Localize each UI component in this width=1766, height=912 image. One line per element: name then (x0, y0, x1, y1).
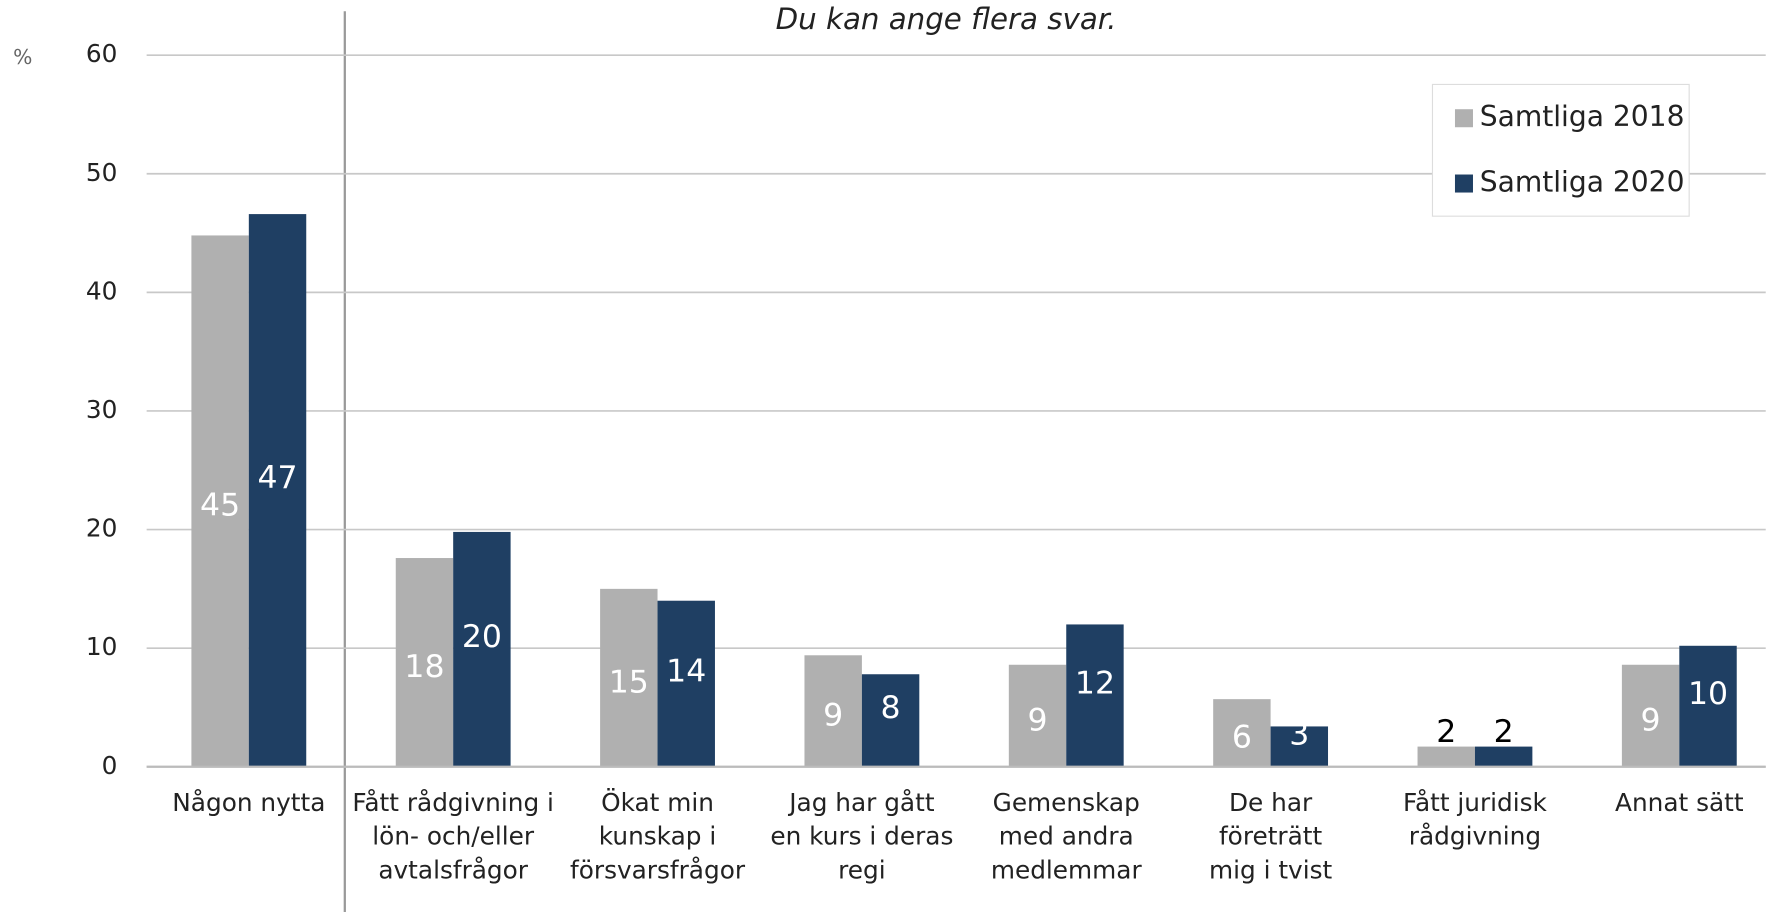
x-tick-label: Jag har gått en kurs i deras regi (770, 788, 953, 885)
x-tick-label: Ökat min kunskap i försvarsfrågor (570, 788, 746, 885)
bar (1417, 746, 1475, 767)
legend-label: Samtliga 2018 (1480, 100, 1685, 133)
x-tick-label: Fått rådgivning i lön- och/eller avtalsfrå… (352, 788, 554, 885)
bar (453, 531, 511, 767)
chart-subtitle: Du kan ange flera svar. (776, 2, 1117, 36)
y-tick-label: 0 (102, 751, 118, 780)
data-label: 2 (1494, 714, 1514, 750)
data-label: 2 (1436, 714, 1456, 750)
data-label: 12 (1075, 665, 1115, 701)
bar (1621, 664, 1680, 767)
data-label: 20 (462, 619, 502, 655)
bar (191, 235, 249, 767)
bar (395, 558, 454, 767)
y-tick-label: 10 (86, 632, 118, 661)
bar (600, 588, 658, 767)
data-label: 14 (666, 653, 706, 689)
legend-box (1431, 83, 1690, 217)
y-tick-label: 40 (86, 276, 118, 305)
data-label: 9 (1641, 702, 1661, 738)
y-axis-label: % (13, 45, 32, 69)
x-tick-label: Fått juridisk rådgivning (1403, 788, 1548, 851)
data-label: 6 (1232, 720, 1252, 756)
x-tick-label: Annat sätt (1615, 788, 1744, 817)
data-label: 18 (404, 649, 444, 685)
data-label: 45 (200, 488, 240, 524)
bar (248, 214, 307, 767)
bar (1213, 699, 1271, 767)
y-tick-label: 20 (86, 514, 118, 543)
bar (1066, 624, 1124, 767)
bar (1008, 664, 1067, 767)
bar (1270, 726, 1329, 767)
x-tick-label: Gemenskap med andra medlemmar (991, 788, 1143, 885)
bar (1679, 645, 1737, 767)
data-label: 9 (823, 698, 843, 734)
data-label: 10 (1688, 676, 1728, 712)
data-label: 3 (1289, 716, 1309, 752)
bar (657, 600, 715, 767)
data-label: 9 (1028, 702, 1048, 738)
legend-label: Samtliga 2020 (1480, 166, 1685, 199)
x-tick-label: De har företrätt mig i tvist (1209, 788, 1333, 885)
data-label: 8 (881, 690, 901, 726)
bar (804, 655, 862, 767)
legend-swatch (1454, 109, 1473, 128)
bar (861, 674, 920, 767)
x-tick-label: Någon nytta (172, 788, 325, 817)
y-tick-label: 30 (86, 395, 118, 424)
legend-swatch (1454, 174, 1473, 193)
data-label: 47 (257, 460, 297, 496)
y-tick-label: 60 (86, 39, 118, 68)
y-tick-label: 50 (86, 158, 118, 187)
bar (1474, 746, 1533, 767)
data-label: 15 (609, 664, 649, 700)
